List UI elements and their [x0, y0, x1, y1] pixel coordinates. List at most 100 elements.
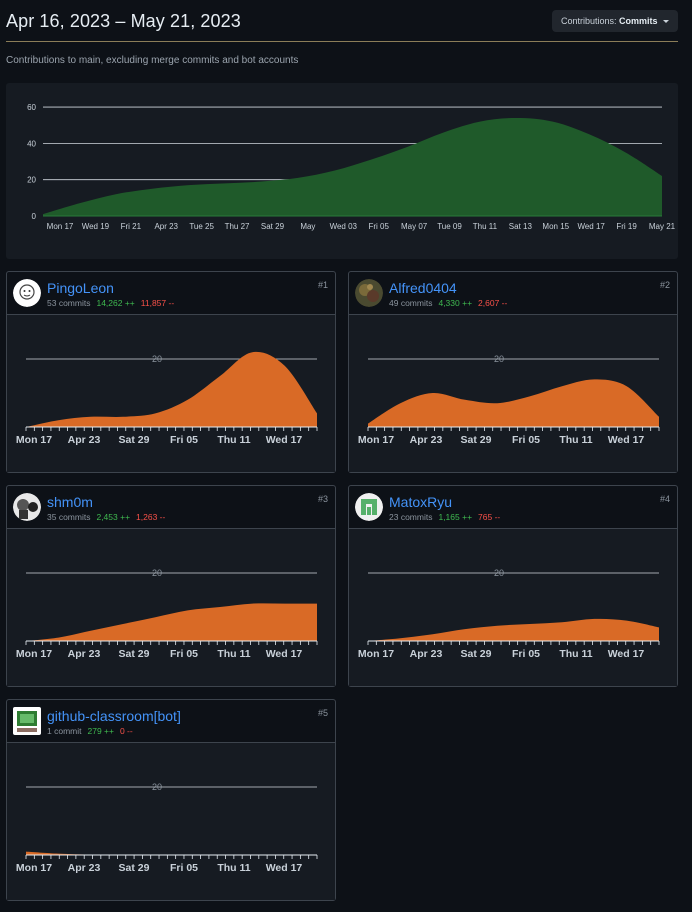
avatar-identicon-icon[interactable]	[355, 493, 383, 521]
deletions-count: 1,263 --	[136, 512, 166, 522]
x-tick-label: Wed 17	[266, 434, 303, 446]
x-tick-label: Apr 23	[154, 222, 178, 231]
commit-count: 1 commit	[47, 726, 82, 736]
card-header: PingoLeon 53 commits 14,262 ++ 11,857 -- #…	[7, 272, 335, 315]
contributor-card: MatoxRyu 23 commits 1,165 ++ 765 -- #4 20 M…	[348, 485, 678, 687]
contributor-chart: 20 Mon 17 Apr 23 Sat 29 Fri 05 Thu 11 Wed 17	[7, 743, 335, 900]
commits-area	[368, 379, 659, 427]
x-tick-label: Sat 29	[461, 434, 492, 446]
x-tick-label: May 21	[649, 222, 676, 231]
contributor-name[interactable]: shm0m	[47, 494, 93, 510]
x-tick-label: Apr 23	[68, 434, 101, 446]
x-tick-label: Mon 17	[16, 862, 52, 874]
dropdown-value: Commits	[619, 16, 658, 26]
x-tick-label: Mon 17	[16, 434, 52, 446]
x-tick-label: Apr 23	[68, 862, 101, 874]
contributor-name[interactable]: github-classroom[bot]	[47, 708, 181, 724]
x-tick-label: Fri 05	[512, 648, 540, 660]
contributor-rank: #3	[317, 494, 328, 504]
x-tick-label: Tue 09	[437, 222, 462, 231]
commits-area	[43, 117, 662, 216]
contributor-chart: 20 Mon 17 Apr 23 Sat 29 Fri 05 Thu 11 Wed 17	[349, 315, 677, 472]
x-tick-label: Apr 23	[68, 648, 101, 660]
commit-count: 23 commits	[389, 512, 433, 522]
x-tick-label: Sat 29	[261, 222, 285, 231]
contributor-card: github-classroom[bot] 1 commit 279 ++ 0 --…	[6, 699, 336, 901]
x-tick-label: Fri 05	[512, 434, 540, 446]
x-tick-label: Tue 25	[189, 222, 214, 231]
x-tick-label: Fri 05	[170, 862, 198, 874]
contributor-name[interactable]: Alfred0404	[389, 280, 457, 296]
contributor-card: Alfred0404 49 commits 4,330 ++ 2,607 -- #2…	[348, 271, 678, 473]
x-tick-label: Mon 15	[542, 222, 569, 231]
contributor-rank: #1	[317, 280, 328, 290]
contributor-stats: 49 commits 4,330 ++ 2,607 --	[389, 298, 507, 308]
card-header: github-classroom[bot] 1 commit 279 ++ 0 --…	[7, 700, 335, 743]
y-tick-label: 20	[152, 568, 162, 578]
contributor-stats: 1 commit 279 ++ 0 --	[47, 726, 133, 736]
deletions-count: 11,857 --	[140, 298, 175, 308]
x-tick-label: Mon 17	[358, 648, 394, 660]
x-tick-label: Mon 17	[16, 648, 52, 660]
page-title: Apr 16, 2023 – May 21, 2023	[6, 11, 241, 31]
x-tick-label: Wed 17	[608, 648, 645, 660]
x-tick-label: Fri 21	[121, 222, 142, 231]
avatar-white-icon[interactable]	[13, 279, 41, 307]
x-tick-label: Thu 11	[559, 648, 592, 660]
commits-area	[26, 351, 317, 427]
additions-count: 1,165 ++	[438, 512, 473, 522]
y-tick-label: 60	[27, 103, 36, 112]
card-header: shm0m 35 commits 2,453 ++ 1,263 -- #3	[7, 486, 335, 529]
contributor-chart-svg: 20 Mon 17 Apr 23 Sat 29 Fri 05 Thu 11 Wed 17	[16, 568, 318, 660]
x-tick-label: May	[300, 222, 315, 231]
commit-count: 35 commits	[47, 512, 91, 522]
overall-chart-svg: 0 20 40 60 Mon 17 Wed 19 Fri 21 Apr 23 Tue 25 Thu…	[27, 103, 676, 231]
x-tick-label: Fri 05	[368, 222, 389, 231]
x-tick-label: Fri 05	[170, 434, 198, 446]
x-tick-label: Sat 29	[119, 648, 150, 660]
y-tick-label: 20	[152, 354, 162, 364]
y-tick-label: 20	[152, 782, 162, 792]
additions-count: 2,453 ++	[96, 512, 131, 522]
x-tick-label: Thu 11	[217, 862, 250, 874]
additions-count: 279 ++	[87, 726, 114, 736]
deletions-count: 765 --	[478, 512, 501, 522]
additions-count: 14,262 ++	[96, 298, 135, 308]
page-subtitle: Contributions to main, excluding merge c…	[6, 55, 299, 66]
deletions-count: 0 --	[119, 726, 133, 736]
y-tick-label: 20	[494, 354, 504, 364]
contributor-stats: 23 commits 1,165 ++ 765 --	[389, 512, 500, 522]
contributor-card: PingoLeon 53 commits 14,262 ++ 11,857 -- #…	[6, 271, 336, 473]
x-tick-label: Sat 13	[509, 222, 533, 231]
x-tick-label: Mon 17	[47, 222, 74, 231]
contributor-chart-svg: 20 Mon 17 Apr 23 Sat 29 Fri 05 Thu 11 Wed 17	[16, 782, 318, 874]
x-tick-label: Sat 29	[461, 648, 492, 660]
commits-area	[26, 603, 317, 641]
x-tick-label: May 07	[401, 222, 428, 231]
contributions-dropdown[interactable]: Contributions: Commits	[552, 10, 678, 32]
caret-down-icon	[663, 20, 670, 23]
contributor-chart: 20 Mon 17 Apr 23 Sat 29 Fri 05 Thu 11 Wed 17	[349, 529, 677, 686]
contributor-name[interactable]: PingoLeon	[47, 280, 114, 296]
x-tick-label: Thu 11	[559, 434, 592, 446]
contributor-rank: #5	[317, 708, 328, 718]
x-tick-label: Wed 03	[330, 222, 358, 231]
commits-area	[368, 618, 659, 641]
avatar-bot-icon[interactable]	[13, 707, 41, 735]
page-header: Apr 16, 2023 – May 21, 2023 Contribution…	[6, 9, 678, 42]
x-tick-label: Wed 17	[266, 862, 303, 874]
contributor-name[interactable]: MatoxRyu	[389, 494, 453, 510]
x-tick-label: Thu 11	[217, 434, 250, 446]
contributor-chart-svg: 20 Mon 17 Apr 23 Sat 29 Fri 05 Thu 11 Wed 17	[16, 351, 318, 446]
y-tick-label: 20	[494, 568, 504, 578]
avatar-photo-icon[interactable]	[355, 279, 383, 307]
x-tick-label: Thu 11	[217, 648, 250, 660]
x-tick-label: Thu 11	[473, 222, 498, 231]
card-header: Alfred0404 49 commits 4,330 ++ 2,607 -- #2	[349, 272, 677, 315]
contributor-chart-svg: 20 Mon 17 Apr 23 Sat 29 Fri 05 Thu 11 Wed 17	[358, 354, 660, 446]
y-tick-label: 40	[27, 139, 36, 148]
avatar-sketch-icon[interactable]	[13, 493, 41, 521]
x-tick-label: Mon 17	[358, 434, 394, 446]
contributor-rank: #2	[659, 280, 670, 290]
x-tick-label: Wed 17	[577, 222, 605, 231]
